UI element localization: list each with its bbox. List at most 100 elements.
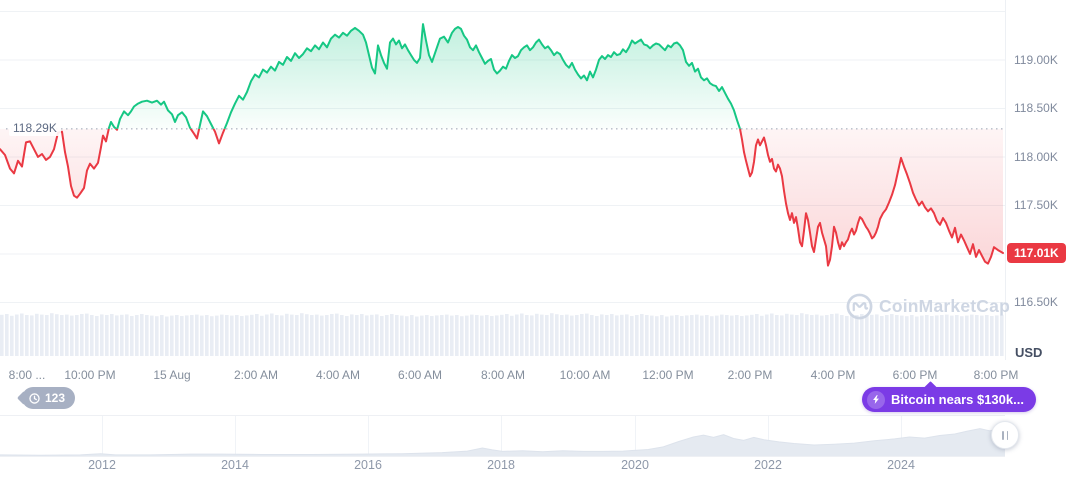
- volume-bar: [65, 314, 69, 356]
- volume-bar: [275, 315, 279, 356]
- volume-bar: [280, 315, 284, 356]
- coinmarketcap-watermark: CoinMarketCap: [846, 293, 1010, 320]
- volume-bar: [80, 314, 84, 356]
- volume-bar: [680, 316, 684, 356]
- history-clock-icon: [28, 392, 41, 405]
- volume-bar: [250, 314, 254, 356]
- volume-bar: [440, 315, 444, 356]
- price-chart-canvas[interactable]: [0, 0, 1005, 360]
- volume-bar: [0, 314, 4, 356]
- navigator-year-gridline: [635, 416, 636, 456]
- y-tick-label: 118.00K: [1014, 149, 1058, 164]
- volume-bar: [530, 315, 534, 356]
- area-below-open: [0, 128, 1003, 266]
- year-tick-label: 2024: [887, 458, 915, 472]
- timeline-navigator[interactable]: [0, 415, 1005, 457]
- volume-bar: [995, 315, 999, 356]
- volume-bar: [775, 315, 779, 356]
- news-badge[interactable]: Bitcoin nears $130k...: [862, 381, 1036, 412]
- history-count-badge[interactable]: 123: [22, 387, 76, 409]
- volume-bar: [745, 315, 749, 356]
- volume-bar: [520, 313, 524, 356]
- volume-bar: [470, 314, 474, 356]
- volume-bar: [290, 314, 294, 356]
- volume-bar: [480, 315, 484, 356]
- volume-bar: [490, 316, 494, 356]
- volume-bar: [925, 315, 929, 356]
- price-line-up: [107, 23, 742, 129]
- x-tick-label: 15 Aug: [153, 368, 191, 382]
- x-tick-label: 4:00 AM: [315, 368, 361, 382]
- volume-bar: [45, 315, 49, 356]
- volume-bar: [865, 315, 869, 356]
- volume-bar: [710, 316, 714, 356]
- volume-bar: [395, 315, 399, 356]
- year-tick-label: 2022: [754, 458, 782, 472]
- y-tick-label: 118.50K: [1014, 101, 1058, 116]
- volume-bar: [755, 314, 759, 356]
- volume-bar: [355, 315, 359, 356]
- volume-bar: [475, 315, 479, 356]
- volume-bar: [740, 316, 744, 356]
- navigator-handle[interactable]: [991, 421, 1019, 449]
- volume-bar: [510, 315, 514, 356]
- volume-bar: [375, 314, 379, 356]
- volume-bar: [190, 315, 194, 356]
- navigator-area-chart: [0, 426, 1005, 456]
- volume-bar: [715, 315, 719, 356]
- volume-bar: [400, 315, 404, 356]
- volume-bar: [300, 313, 304, 356]
- lightning-bolt-icon: [867, 390, 885, 409]
- volume-bar: [420, 315, 424, 356]
- volume-bar: [310, 315, 314, 356]
- volume-bar: [780, 315, 784, 356]
- volume-bar: [845, 316, 849, 356]
- x-tick-label: 8:00 ...: [8, 368, 46, 382]
- volume-bar: [770, 313, 774, 356]
- volume-bar: [735, 315, 739, 356]
- volume-bar: [225, 315, 229, 356]
- volume-bar: [705, 315, 709, 356]
- y-axis-line: [1005, 0, 1006, 360]
- x-tick-label: 8:00 AM: [480, 368, 526, 382]
- volume-bar: [215, 315, 219, 356]
- volume-bar: [595, 316, 599, 356]
- volume-bar: [690, 315, 694, 356]
- volume-bar: [340, 315, 344, 356]
- volume-bar: [410, 315, 414, 356]
- volume-bar: [980, 315, 984, 356]
- volume-bar: [920, 315, 924, 356]
- volume-bar: [130, 316, 134, 356]
- navigator-year-gridline: [901, 416, 902, 456]
- volume-bar: [605, 315, 609, 356]
- volume-bar: [890, 314, 894, 356]
- volume-bar: [985, 315, 989, 356]
- current-price-badge: 117.01K: [1007, 242, 1066, 263]
- volume-bar: [100, 314, 104, 356]
- volume-bar: [675, 315, 679, 356]
- volume-bar: [585, 313, 589, 356]
- volume-bar: [810, 315, 814, 356]
- volume-bar: [335, 313, 339, 356]
- x-tick-label: 4:00 PM: [810, 368, 856, 382]
- volume-bar: [265, 314, 269, 356]
- volume-bar: [370, 314, 374, 356]
- volume-bar: [905, 316, 909, 356]
- volume-bar: [800, 313, 804, 356]
- watermark-text: CoinMarketCap: [879, 296, 1010, 316]
- volume-bar: [860, 314, 864, 356]
- volume-bar: [245, 315, 249, 356]
- history-count-label: 123: [45, 391, 66, 405]
- volume-bar: [815, 314, 819, 356]
- volume-bar: [170, 315, 174, 356]
- volume-bar: [560, 315, 564, 356]
- volume-bar: [500, 314, 504, 356]
- volume-bar: [695, 314, 699, 356]
- volume-bar: [965, 315, 969, 356]
- volume-bar: [730, 315, 734, 356]
- volume-bar: [330, 314, 334, 356]
- volume-bar: [5, 314, 9, 356]
- x-tick-label: 2:00 AM: [233, 368, 279, 382]
- volume-bar: [725, 315, 729, 356]
- volume-bar: [930, 316, 934, 356]
